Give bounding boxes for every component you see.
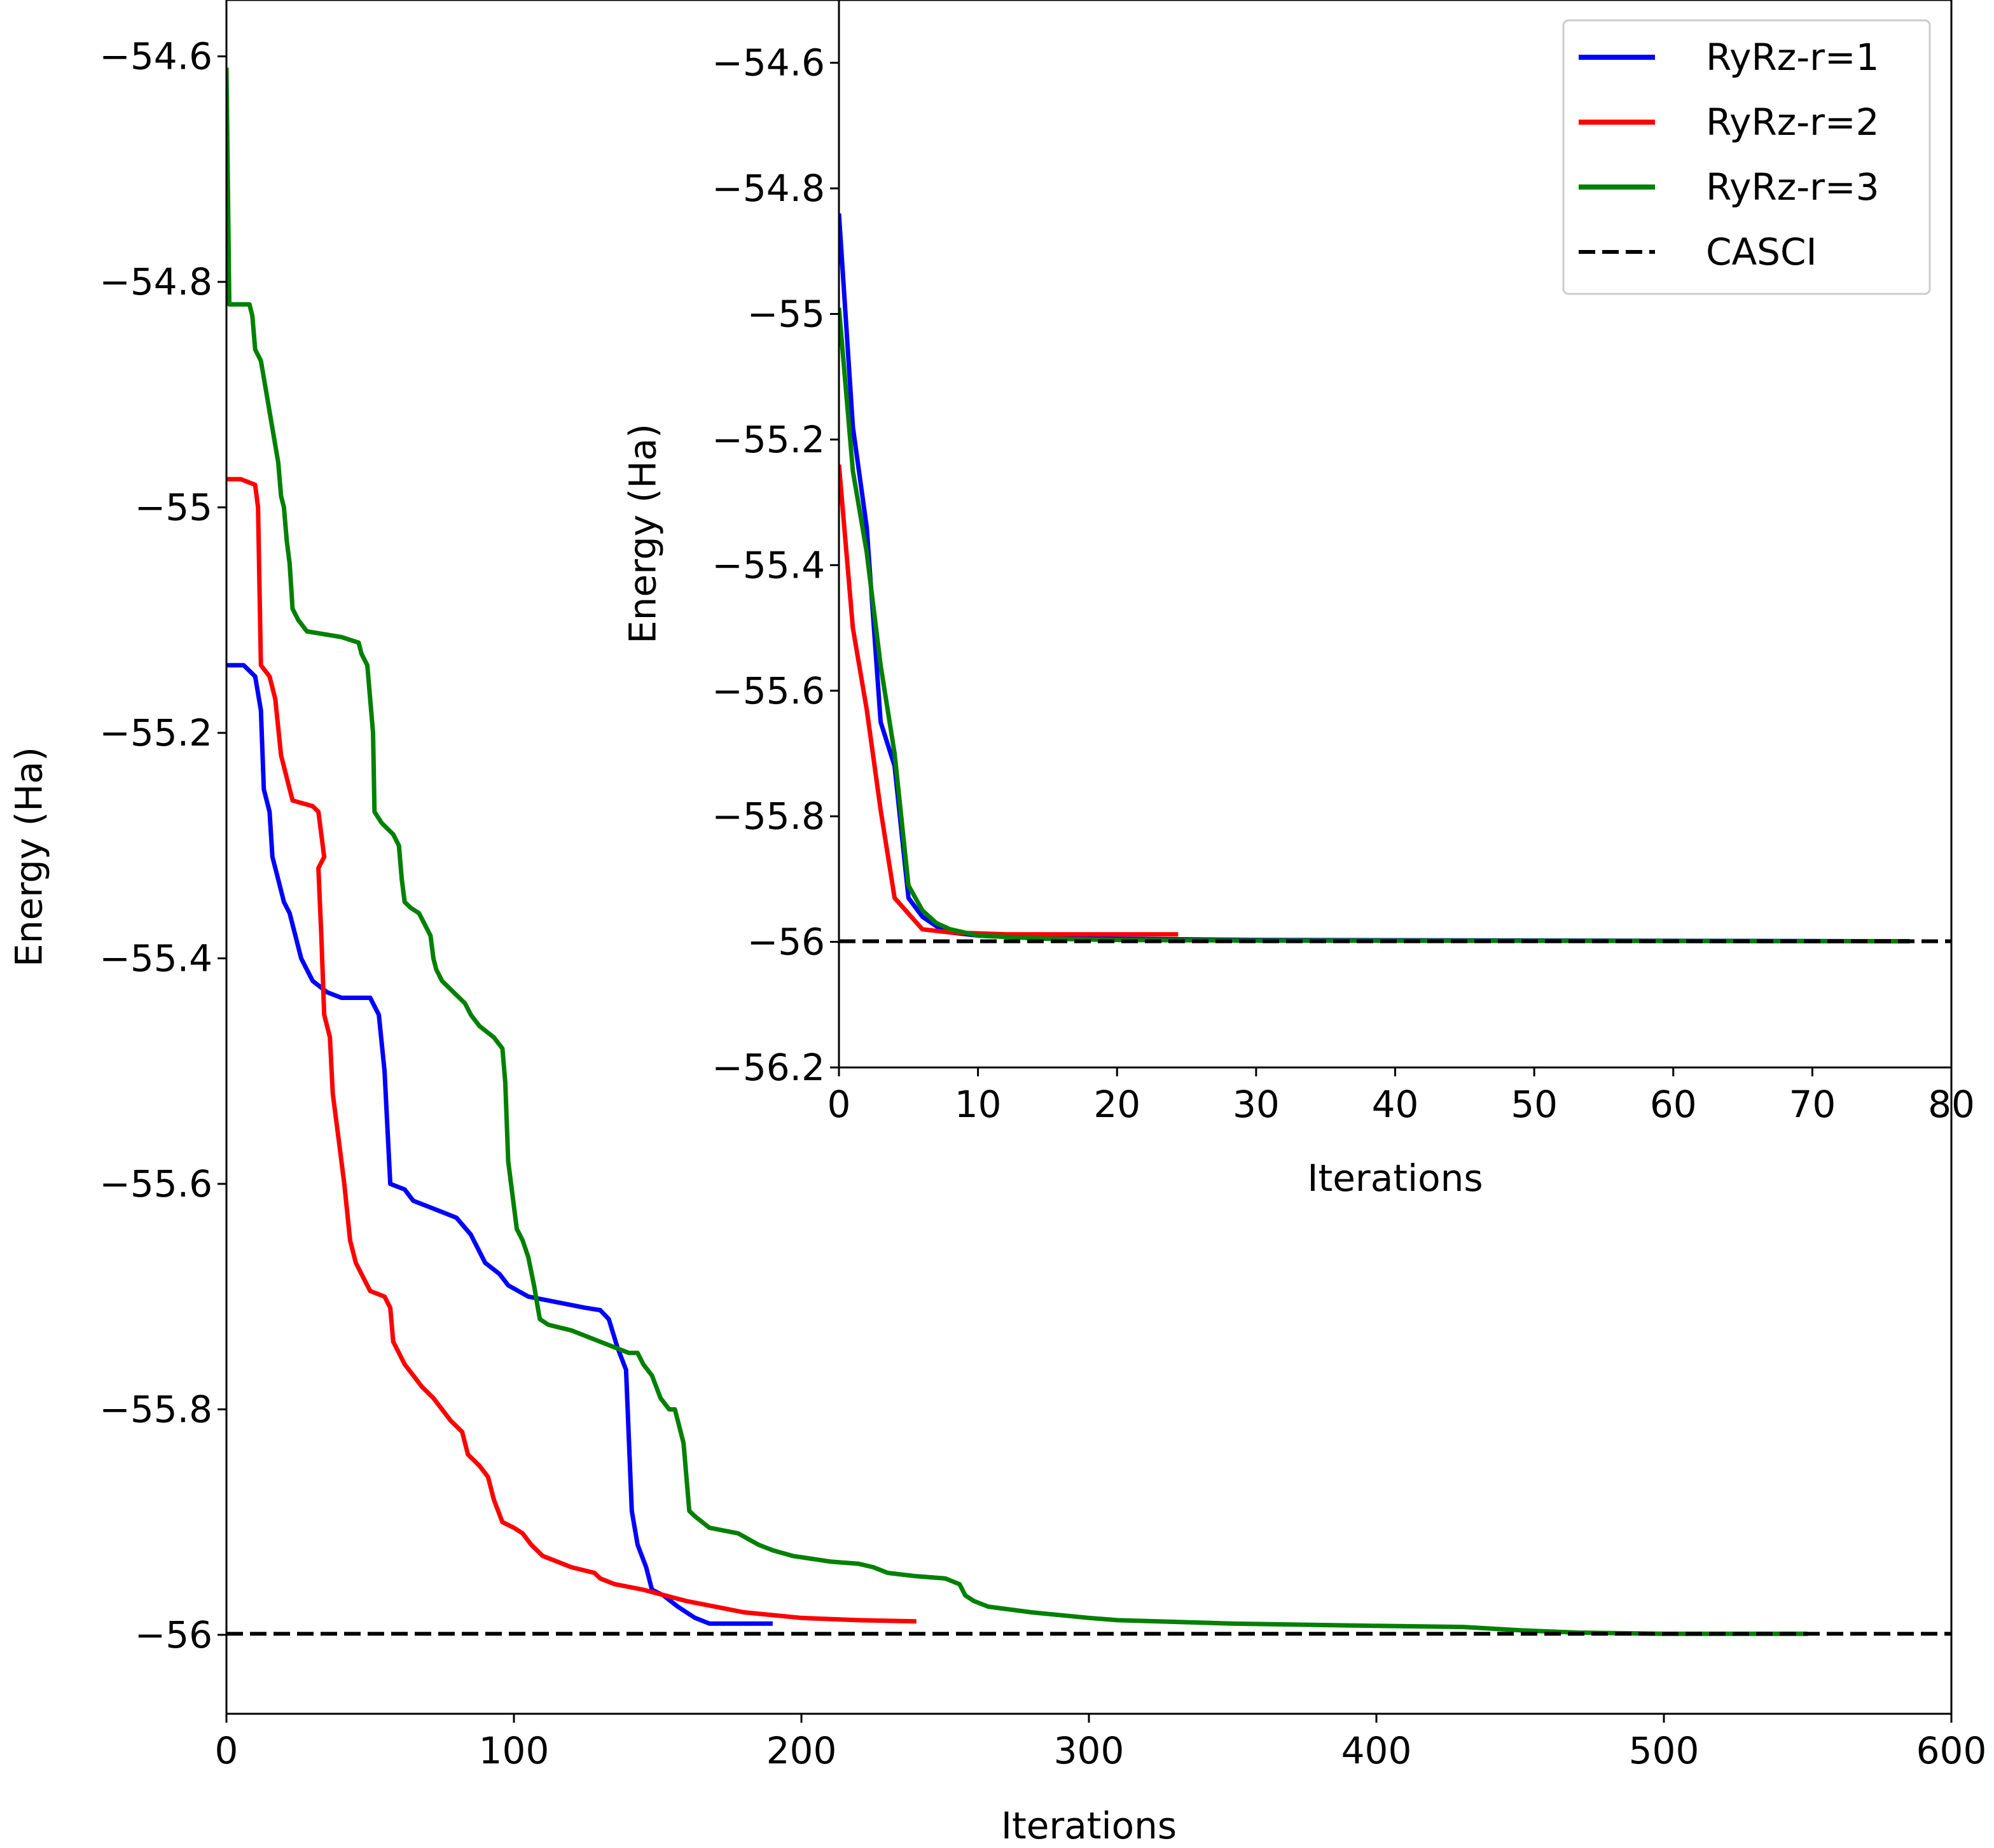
inset-y-tick-label: −54.8	[712, 167, 825, 210]
main-y-tick-label: −54.8	[99, 260, 212, 303]
inset-y-tick-label: −55	[747, 293, 825, 336]
main-y-tick-label: −55.4	[99, 937, 212, 980]
main-plot: 0 100 200 300 400 500 600−54.6−54.8−55−55.2−55…	[7, 0, 1986, 1847]
main-x-tick-label: 100	[479, 1729, 550, 1772]
inset-y-tick-label: −55.4	[712, 543, 825, 587]
inset-y-tick-label: −55.2	[712, 418, 825, 461]
main-y-tick-label: −55	[135, 486, 212, 529]
main-x-tick-label: 0	[215, 1729, 239, 1772]
inset-x-tick-label: 10	[955, 1083, 1002, 1126]
inset-y-tick-label: −56	[747, 921, 825, 964]
main-y-axis-title: Energy (Ha)	[7, 747, 50, 967]
inset-x-tick-label: 40	[1372, 1083, 1419, 1126]
inset-axis-ticks: 0 10 20 30 40 50 60 70 80 −54.6 −54.8 −55 −55.2 −55.4…	[712, 41, 1975, 1126]
inset-series-lines	[839, 213, 1951, 944]
inset-y-tick-label: −55.8	[712, 795, 825, 838]
legend-box	[1562, 19, 1931, 295]
main-y-tick-label: −55.8	[99, 1387, 212, 1431]
main-x-tick-label: 300	[1054, 1729, 1125, 1772]
legend-label: RyRz-r=3	[1706, 165, 1879, 209]
legend-label: RyRz-r=1	[1706, 36, 1879, 79]
inset-x-tick-label: 30	[1233, 1083, 1280, 1126]
legend: RyRz-r=1 RyRz-r=2 RyRz-r=3 CASCI	[1562, 19, 1931, 295]
legend-label: CASCI	[1706, 230, 1817, 274]
inset-x-tick-label: 0	[827, 1083, 851, 1126]
legend-label: RyRz-r=2	[1706, 101, 1879, 144]
main-series-lines	[226, 67, 1951, 1636]
main-axis-ticks: 0 100 200 300 400 500 600−54.6−54.8−55−55.2−55…	[99, 35, 1986, 1772]
main-y-tick-label: −55.2	[99, 711, 212, 754]
main-x-tick-label: 500	[1629, 1729, 1700, 1772]
main-y-tick-label: −54.6	[99, 35, 212, 78]
inset-y-tick-label: −54.6	[712, 41, 825, 85]
main-series-ryrz-r-2	[226, 476, 917, 1624]
main-x-tick-label: 200	[766, 1729, 837, 1772]
main-x-tick-label: 400	[1341, 1729, 1412, 1772]
inset-plot-frame	[838, 0, 1953, 1069]
inset-x-tick-label: 50	[1511, 1083, 1558, 1126]
inset-y-tick-label: −56.2	[712, 1046, 825, 1089]
inset-x-tick-label: 60	[1650, 1083, 1697, 1126]
inset-plot: 0 10 20 30 40 50 60 70 80 −54.6 −54.8 −55 −55.2 −55.4…	[621, 0, 1975, 1200]
main-y-tick-label: −56	[135, 1613, 212, 1657]
inset-x-tick-label: 20	[1093, 1083, 1140, 1126]
main-y-tick-label: −55.6	[99, 1162, 212, 1205]
inset-x-tick-label: 70	[1789, 1083, 1836, 1126]
main-series-ryrz-r-3	[226, 67, 1808, 1636]
inset-y-tick-label: −55.6	[712, 669, 825, 712]
main-x-axis-title: Iterations	[1001, 1804, 1177, 1847]
inset-x-tick-label: 80	[1928, 1083, 1975, 1126]
inset-x-axis-title: Iterations	[1307, 1157, 1483, 1200]
inset-y-axis-title: Energy (Ha)	[621, 424, 664, 644]
main-x-tick-label: 600	[1916, 1729, 1987, 1772]
